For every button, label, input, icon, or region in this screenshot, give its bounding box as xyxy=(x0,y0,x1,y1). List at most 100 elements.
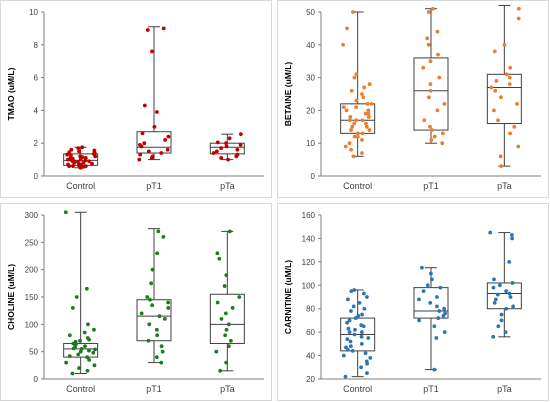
choline-data-point xyxy=(150,303,155,308)
iqr-box xyxy=(136,131,172,154)
carnitine-data-point xyxy=(351,304,356,309)
carnitine-data-point xyxy=(504,289,508,294)
y-tick-label: 50 xyxy=(306,8,315,17)
choline-data-point xyxy=(77,366,82,370)
betaine-data-point xyxy=(427,95,431,100)
carnitine-data-point xyxy=(365,295,369,299)
tmao-data-point xyxy=(165,147,170,152)
betaine-data-point xyxy=(507,82,512,87)
carnitine-data-point xyxy=(428,300,433,305)
category-label-pta: pTa xyxy=(497,384,512,394)
tmao-data-point xyxy=(137,157,142,162)
tmao-box-pt1 xyxy=(136,26,172,161)
tmao-data-point xyxy=(78,154,83,159)
category-label-control: Control xyxy=(343,384,372,394)
choline-data-point xyxy=(215,251,220,256)
betaine-chart-panel: 0 10 20 30 40 50 BETAINE (uM/L) Control pT1 pTa xyxy=(277,0,549,198)
choline-data-point xyxy=(160,349,165,354)
carnitine-data-point xyxy=(493,297,498,302)
betaine-data-point xyxy=(363,111,368,116)
choline-data-point xyxy=(146,338,151,343)
tmao-data-point xyxy=(163,138,168,142)
betaine-data-point xyxy=(364,121,368,126)
y-tick-label: 300 xyxy=(25,211,39,220)
tmao-chart: 0 2 4 6 8 10 TMAO (uM/L) Control pT1 pTa xyxy=(6,8,264,191)
carnitine-data-point xyxy=(359,334,364,339)
carnitine-data-point xyxy=(357,300,362,305)
tmao-data-point xyxy=(150,49,154,54)
carnitine-data-point xyxy=(347,330,352,335)
choline-data-point xyxy=(219,316,224,321)
betaine-data-point xyxy=(351,154,356,159)
betaine-data-point xyxy=(437,75,442,80)
carnitine-data-point xyxy=(353,327,357,332)
tmao-data-point xyxy=(238,132,243,137)
choline-data-point xyxy=(84,286,89,291)
betaine-data-point xyxy=(432,134,437,139)
betaine-data-point xyxy=(354,105,359,110)
iqr-box xyxy=(136,299,172,342)
y-tick-label: 120 xyxy=(302,258,316,267)
betaine-data-point xyxy=(421,65,426,70)
iqr-box xyxy=(486,282,522,310)
betaine-data-point xyxy=(431,6,435,11)
tmao-data-point xyxy=(235,152,240,157)
betaine-data-point xyxy=(360,138,364,142)
choline-data-point xyxy=(85,368,90,373)
choline-data-point xyxy=(214,349,219,354)
y-tick-label: 60 xyxy=(306,328,315,337)
tmao-data-point xyxy=(80,145,85,150)
betaine-box-pta xyxy=(486,4,522,167)
betaine-data-point xyxy=(516,16,521,21)
betaine-data-point xyxy=(515,101,519,106)
choline-data-point xyxy=(63,210,68,215)
choline-data-point xyxy=(148,297,152,302)
betaine-data-point xyxy=(516,144,521,149)
tmao-data-point xyxy=(71,164,75,169)
carnitine-data-point xyxy=(362,306,367,311)
choline-data-point xyxy=(145,295,150,299)
tmao-data-point xyxy=(69,147,74,152)
tmao-data-point xyxy=(224,141,228,146)
y-tick-label: 2 xyxy=(34,139,39,148)
betaine-data-point xyxy=(426,10,431,14)
choline-data-point xyxy=(155,333,160,338)
carnitine-data-point xyxy=(435,295,439,299)
carnitine-data-point xyxy=(436,316,441,320)
betaine-data-point xyxy=(430,128,434,132)
choline-data-point xyxy=(224,273,229,278)
tmao-data-point xyxy=(83,156,88,160)
tmao-data-point xyxy=(152,124,157,129)
betaine-data-point xyxy=(364,124,369,129)
betaine-data-point xyxy=(347,141,352,146)
y-tick-label: 20 xyxy=(306,106,315,115)
choline-data-point xyxy=(86,322,90,327)
carnitine-data-point xyxy=(360,312,365,317)
choline-data-point xyxy=(70,306,75,310)
carnitine-data-point xyxy=(348,339,353,344)
y-tick-label: 150 xyxy=(25,293,39,302)
betaine-data-point xyxy=(441,131,445,136)
choline-data-point xyxy=(224,327,229,332)
tmao-data-point xyxy=(219,146,224,151)
betaine-data-point xyxy=(508,65,513,70)
carnitine-data-point xyxy=(437,309,442,313)
betaine-data-point xyxy=(350,124,355,129)
carnitine-data-point xyxy=(421,289,426,294)
carnitine-data-point xyxy=(442,306,447,311)
y-tick-label: 10 xyxy=(29,8,38,17)
choline-data-point xyxy=(159,344,164,349)
tmao-data-point xyxy=(161,26,166,31)
carnitine-data-point xyxy=(507,291,512,296)
carnitine-data-point xyxy=(349,309,353,313)
betaine-data-point xyxy=(341,42,346,47)
choline-data-point xyxy=(237,295,242,299)
iqr-box xyxy=(413,287,449,319)
carnitine-chart: 20 40 60 80 100 120 140 160 CARNITINE (uM/L) Cont… xyxy=(283,211,541,394)
category-label-pta: pTa xyxy=(220,181,235,191)
carnitine-data-point xyxy=(366,336,371,340)
choline-data-point xyxy=(92,363,97,368)
betaine-data-point xyxy=(349,147,354,152)
carnitine-data-point xyxy=(417,318,421,323)
carnitine-data-point xyxy=(491,334,496,339)
